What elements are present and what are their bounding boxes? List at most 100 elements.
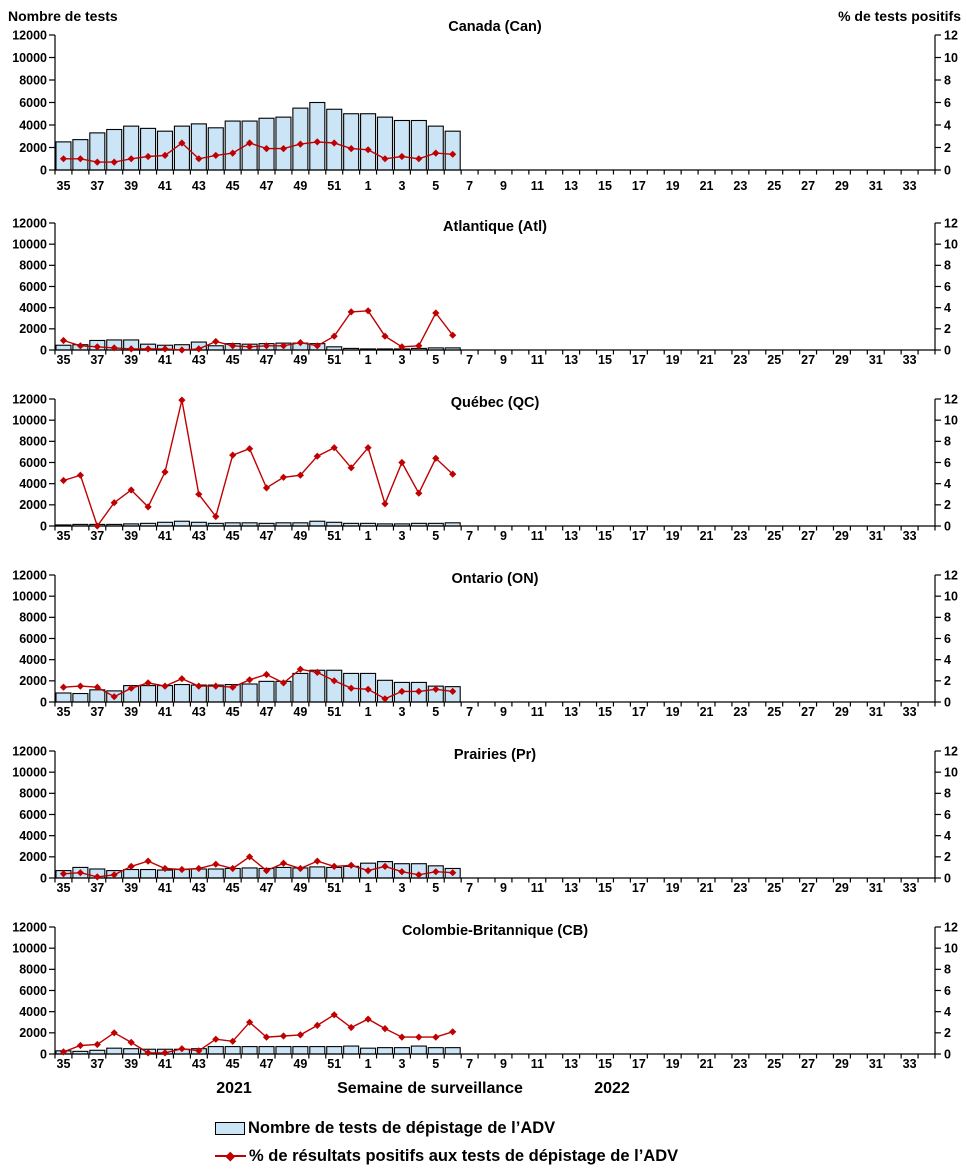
right-axis-tick-label: 6 — [944, 280, 951, 294]
x-axis-tick-label: 33 — [903, 881, 917, 895]
x-axis-tick-label: 7 — [466, 529, 473, 543]
x-axis-tick-label: 15 — [598, 353, 612, 367]
x-axis-tick-label: 21 — [700, 179, 714, 193]
tests-bars-group — [55, 101, 461, 171]
x-axis-tick-label: 5 — [432, 353, 439, 367]
left-axis-tick-label: 0 — [40, 871, 47, 885]
x-axis-tick-label: 27 — [801, 529, 815, 543]
x-axis-tick-label: 15 — [598, 1057, 612, 1071]
x-axis-tick-label: 23 — [733, 179, 747, 193]
x-axis-tick-label: 35 — [57, 881, 71, 895]
right-axis-tick-label: 4 — [944, 1005, 951, 1019]
x-axis-tick-label: 43 — [192, 705, 206, 719]
x-axis-tick-label: 47 — [260, 705, 274, 719]
left-axis-tick-label: 12000 — [12, 392, 47, 406]
left-axis-tick-label: 4000 — [19, 829, 47, 843]
x-axis-tick-label: 3 — [398, 529, 405, 543]
left-axis-title: Nombre de tests — [8, 8, 118, 24]
x-axis-tick-label: 17 — [632, 353, 646, 367]
x-axis-tick-label: 33 — [903, 1057, 917, 1071]
tests-bar-swatch-icon — [215, 1121, 245, 1135]
x-axis-tick-label: 9 — [500, 881, 507, 895]
x-axis-tick-label: 37 — [90, 353, 104, 367]
chart-panel-atlantique: 0 0 2000 2 4000 4 6000 6 8000 8 10000 10 12000 12 35 37… — [0, 196, 967, 372]
left-axis-tick-label: 6000 — [19, 96, 47, 110]
left-axis-tick-label: 6000 — [19, 984, 47, 998]
x-axis-tick-label: 9 — [500, 529, 507, 543]
axes-group — [49, 398, 941, 531]
x-axis-tick-label: 37 — [90, 1057, 104, 1071]
pct-positive-line — [63, 1013, 453, 1054]
x-axis-tick-label: 11 — [531, 881, 544, 895]
right-axis-tick-label: 2 — [944, 1026, 951, 1040]
x-axis-tick-label: 3 — [398, 353, 405, 367]
left-axis-tick-label: 10000 — [12, 766, 47, 780]
panel-title: Ontario (ON) — [452, 571, 539, 587]
tests-bars-group — [55, 669, 461, 703]
left-axis-tick-label: 8000 — [19, 435, 47, 449]
right-axis-tick-label: 0 — [944, 695, 951, 709]
left-axis-tick-label: 6000 — [19, 280, 47, 294]
x-axis-tick-label: 27 — [801, 705, 815, 719]
panel-title: Atlantique (Atl) — [443, 219, 547, 235]
chart-panel-colombie-britannique: 0 0 2000 2 4000 4 6000 6 8000 8 10000 10 12000 12 35 37… — [0, 900, 967, 1076]
panel-title: Québec (QC) — [451, 395, 540, 411]
x-axis-tick-label: 45 — [226, 179, 240, 193]
x-axis-tick-label: 31 — [869, 1057, 883, 1071]
x-axis-tick-label: 41 — [158, 353, 172, 367]
panel-title: Colombie-Britannique (CB) — [402, 923, 588, 939]
right-axis-tick-label: 12 — [944, 28, 958, 42]
x-axis-tick-label: 3 — [398, 881, 405, 895]
x-axis-tick-label: 49 — [293, 881, 307, 895]
x-axis-tick-label: 15 — [598, 881, 612, 895]
right-axis-tick-label: 2 — [944, 322, 951, 336]
left-axis-tick-label: 4000 — [19, 477, 47, 491]
legend-row-pct: % de résultats positifs aux tests de dép… — [215, 1142, 678, 1170]
x-axis-tick-label: 13 — [564, 705, 578, 719]
left-axis-tick-label: 2000 — [19, 322, 47, 336]
x-axis-tick-label: 5 — [432, 529, 439, 543]
x-axis-tick-label: 21 — [700, 1057, 714, 1071]
x-axis-tick-label: 1 — [365, 705, 372, 719]
x-axis-tick-label: 29 — [835, 353, 849, 367]
right-axis-tick-label: 10 — [944, 766, 958, 780]
x-axis-tick-label: 35 — [57, 529, 71, 543]
left-axis-tick-label: 10000 — [12, 414, 47, 428]
x-axis-tick-label: 15 — [598, 705, 612, 719]
pct-positive-markers — [59, 396, 457, 530]
x-axis-tick-label: 43 — [192, 179, 206, 193]
x-axis-tick-label: 13 — [564, 179, 578, 193]
x-axis-tick-label: 25 — [767, 1057, 781, 1071]
legend-row-tests: Nombre de tests de dépistage de l’ADV — [215, 1114, 678, 1142]
x-axis-tick-label: 29 — [835, 705, 849, 719]
x-axis-tick-label: 31 — [869, 353, 883, 367]
left-axis-tick-label: 0 — [40, 163, 47, 177]
x-axis-tick-label: 49 — [293, 705, 307, 719]
axes-group — [49, 926, 941, 1059]
x-axis-tick-label: 33 — [903, 179, 917, 193]
left-axis-tick-label: 12000 — [12, 744, 47, 758]
right-axis-tick-label: 10 — [944, 942, 958, 956]
axes-group — [49, 222, 941, 355]
year-2022-label: 2022 — [594, 1080, 630, 1097]
axes-group — [49, 750, 941, 883]
x-axis-tick-label: 35 — [57, 179, 71, 193]
x-axis-tick-label: 47 — [260, 1057, 274, 1071]
x-axis-tick-label: 51 — [327, 881, 341, 895]
chart-panel-quebec: 0 0 2000 2 4000 4 6000 6 8000 8 10000 10 12000 12 35 37… — [0, 372, 967, 548]
x-axis-tick-label: 29 — [835, 529, 849, 543]
x-axis-tick-label: 27 — [801, 353, 815, 367]
x-axis-tick-label: 45 — [226, 881, 240, 895]
left-axis-tick-label: 4000 — [19, 118, 47, 132]
x-axis-tick-label: 1 — [365, 179, 372, 193]
x-axis-tick-label: 13 — [564, 353, 578, 367]
right-axis-tick-label: 4 — [944, 477, 951, 491]
x-axis-tick-label: 1 — [365, 353, 372, 367]
right-axis-tick-label: 2 — [944, 674, 951, 688]
